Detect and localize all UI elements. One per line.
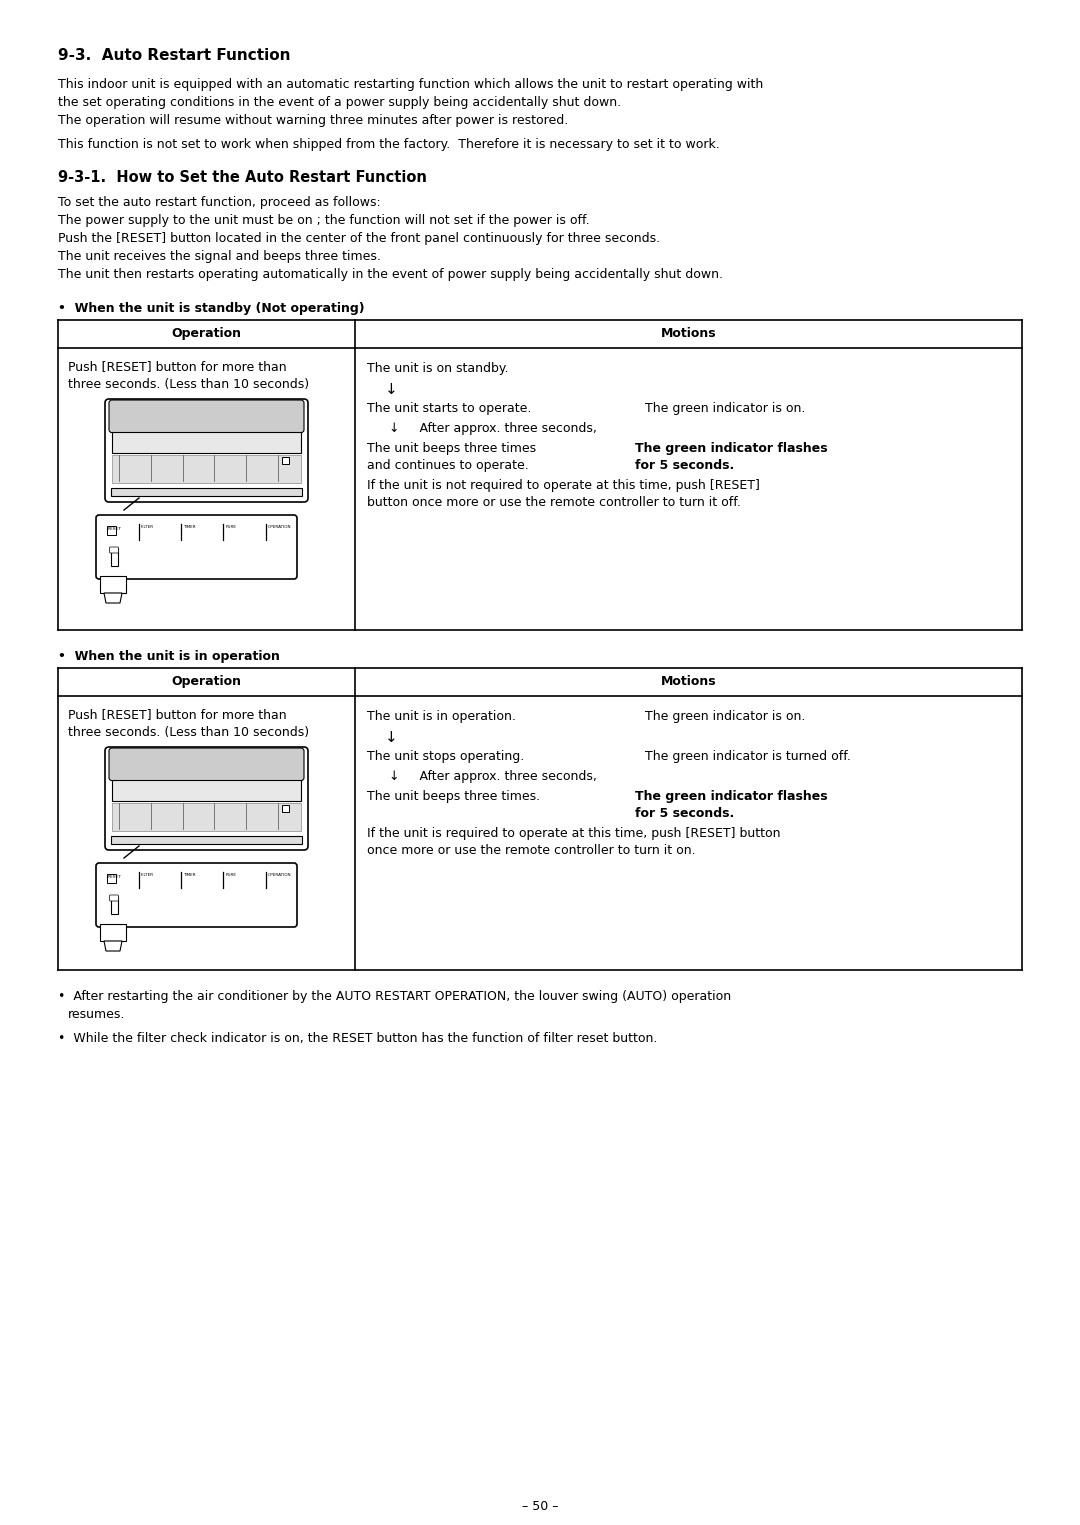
- Text: The unit stops operating.: The unit stops operating.: [367, 750, 524, 762]
- Text: The unit starts to operate.: The unit starts to operate.: [367, 403, 531, 415]
- Polygon shape: [100, 576, 126, 593]
- Text: •  When the unit is standby (Not operating): • When the unit is standby (Not operatin…: [58, 302, 365, 316]
- Text: PURE: PURE: [226, 872, 237, 877]
- Text: If the unit is not required to operate at this time, push [RESET]: If the unit is not required to operate a…: [367, 479, 760, 493]
- Text: three seconds. (Less than 10 seconds): three seconds. (Less than 10 seconds): [68, 726, 309, 740]
- Text: This indoor unit is equipped with an automatic restarting function which allows : This indoor unit is equipped with an aut…: [58, 78, 764, 92]
- Text: ↓     After approx. three seconds,: ↓ After approx. three seconds,: [389, 770, 597, 782]
- Text: once more or use the remote controller to turn it on.: once more or use the remote controller t…: [367, 843, 696, 857]
- Text: for 5 seconds.: for 5 seconds.: [635, 459, 734, 473]
- Bar: [111, 836, 302, 843]
- Bar: [110, 897, 118, 913]
- FancyBboxPatch shape: [96, 863, 297, 927]
- Text: TIMER: TIMER: [184, 872, 195, 877]
- Text: FILTER: FILTER: [141, 525, 154, 529]
- Text: The green indicator flashes: The green indicator flashes: [635, 790, 827, 804]
- Text: ↓: ↓: [384, 381, 397, 396]
- Text: PURE: PURE: [226, 525, 237, 529]
- Text: The power supply to the unit must be on ; the function will not set if the power: The power supply to the unit must be on …: [58, 214, 590, 227]
- Text: The unit then restarts operating automatically in the event of power supply bein: The unit then restarts operating automat…: [58, 268, 723, 281]
- Text: The green indicator is turned off.: The green indicator is turned off.: [645, 750, 851, 762]
- FancyBboxPatch shape: [109, 895, 119, 901]
- Text: FILTER: FILTER: [141, 872, 154, 877]
- Text: Operation: Operation: [172, 676, 242, 688]
- Text: resumes.: resumes.: [68, 1008, 125, 1022]
- FancyBboxPatch shape: [96, 515, 297, 580]
- Text: The unit is in operation.: The unit is in operation.: [367, 711, 516, 723]
- Text: Push the [RESET] button located in the center of the front panel continuously fo: Push the [RESET] button located in the c…: [58, 232, 660, 246]
- Text: 9-3-1.  How to Set the Auto Restart Function: 9-3-1. How to Set the Auto Restart Funct…: [58, 169, 427, 185]
- Text: Push [RESET] button for more than: Push [RESET] button for more than: [68, 708, 286, 721]
- Text: Push [RESET] button for more than: Push [RESET] button for more than: [68, 360, 286, 374]
- Text: three seconds. (Less than 10 seconds): three seconds. (Less than 10 seconds): [68, 378, 309, 390]
- Text: The unit beeps three times.: The unit beeps three times.: [367, 790, 540, 804]
- Bar: [112, 432, 301, 453]
- Text: OPERATION: OPERATION: [268, 525, 292, 529]
- Polygon shape: [100, 924, 126, 941]
- Text: •  While the filter check indicator is on, the RESET button has the function of : • While the filter check indicator is on…: [58, 1032, 658, 1045]
- Text: The unit is on standby.: The unit is on standby.: [367, 361, 509, 375]
- Text: the set operating conditions in the event of a power supply being accidentally s: the set operating conditions in the even…: [58, 96, 621, 108]
- Polygon shape: [104, 593, 122, 602]
- Text: 9-3.  Auto Restart Function: 9-3. Auto Restart Function: [58, 47, 291, 63]
- Text: Motions: Motions: [661, 676, 716, 688]
- Text: OPERATION: OPERATION: [268, 872, 292, 877]
- Polygon shape: [104, 941, 122, 952]
- Text: The green indicator is on.: The green indicator is on.: [645, 403, 806, 415]
- Bar: [282, 805, 289, 811]
- Text: The green indicator flashes: The green indicator flashes: [635, 442, 827, 454]
- Text: and continues to operate.: and continues to operate.: [367, 459, 529, 473]
- Bar: [110, 547, 118, 566]
- Bar: [107, 526, 116, 535]
- Text: The green indicator is on.: The green indicator is on.: [645, 711, 806, 723]
- Text: To set the auto restart function, proceed as follows:: To set the auto restart function, procee…: [58, 197, 381, 209]
- FancyBboxPatch shape: [105, 747, 308, 849]
- Text: TIMER: TIMER: [184, 525, 195, 529]
- Bar: [112, 802, 301, 831]
- Text: ↓     After approx. three seconds,: ↓ After approx. three seconds,: [389, 422, 597, 435]
- Text: If the unit is required to operate at this time, push [RESET] button: If the unit is required to operate at th…: [367, 827, 781, 840]
- Text: – 50 –: – 50 –: [522, 1501, 558, 1513]
- Text: The unit beeps three times: The unit beeps three times: [367, 442, 536, 454]
- Text: •  After restarting the air conditioner by the AUTO RESTART OPERATION, the louve: • After restarting the air conditioner b…: [58, 990, 731, 1003]
- Bar: [112, 454, 301, 483]
- FancyBboxPatch shape: [109, 400, 303, 433]
- Bar: [112, 779, 301, 801]
- FancyBboxPatch shape: [109, 547, 119, 554]
- FancyBboxPatch shape: [105, 400, 308, 502]
- Text: ↓: ↓: [384, 730, 397, 746]
- Text: •  When the unit is in operation: • When the unit is in operation: [58, 650, 280, 663]
- Bar: [107, 874, 116, 883]
- Text: The operation will resume without warning three minutes after power is restored.: The operation will resume without warnin…: [58, 114, 568, 127]
- Text: This function is not set to work when shipped from the factory.  Therefore it is: This function is not set to work when sh…: [58, 137, 719, 151]
- Text: Operation: Operation: [172, 326, 242, 340]
- Text: Motions: Motions: [661, 326, 716, 340]
- Text: button once more or use the remote controller to turn it off.: button once more or use the remote contr…: [367, 496, 741, 509]
- Text: The unit receives the signal and beeps three times.: The unit receives the signal and beeps t…: [58, 250, 381, 262]
- Text: RESET: RESET: [108, 528, 122, 531]
- Text: for 5 seconds.: for 5 seconds.: [635, 807, 734, 820]
- Bar: [282, 456, 289, 464]
- FancyBboxPatch shape: [109, 747, 303, 781]
- Bar: [111, 488, 302, 496]
- Text: RESET: RESET: [108, 875, 122, 878]
